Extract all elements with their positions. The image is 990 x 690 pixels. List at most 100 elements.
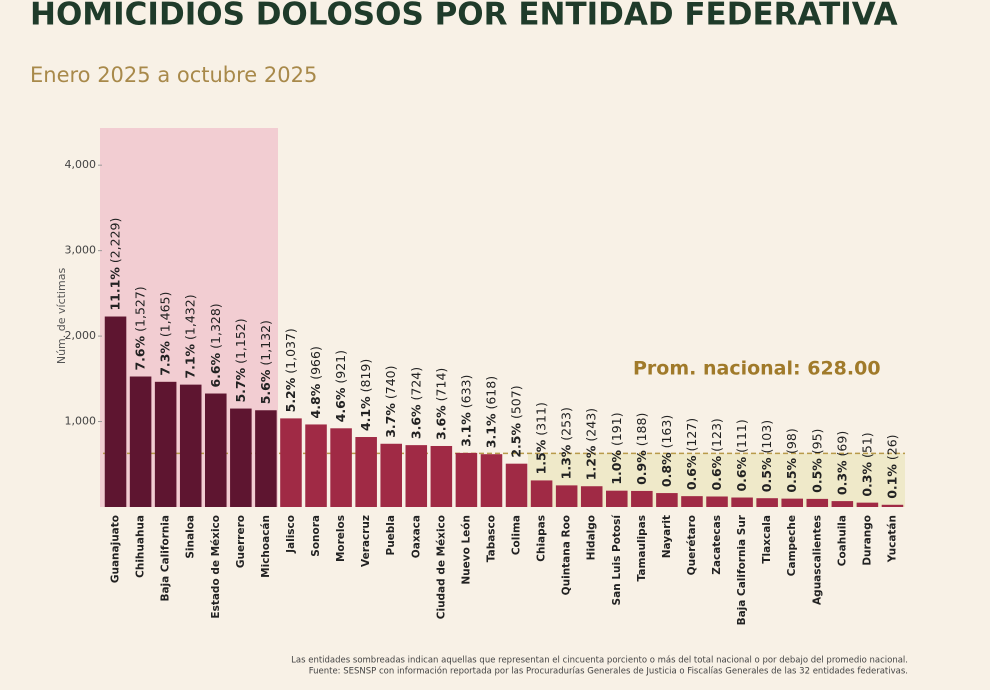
x-tick-label: Yucatán — [886, 515, 898, 563]
data-label: 7.3% (1,465) — [157, 292, 172, 376]
x-tick-label: Michoacán — [260, 515, 272, 578]
value-label: (127) — [683, 418, 698, 452]
bar — [881, 504, 904, 507]
share-label: 4.1% — [358, 396, 373, 431]
bar — [756, 498, 778, 507]
data-label: 3.6% (724) — [408, 367, 423, 439]
x-tick-label: Chihuahua — [135, 515, 147, 578]
value-label: (95) — [809, 429, 824, 455]
footnote: Fuente: SESNSP con información reportada… — [309, 666, 908, 677]
value-label: (51) — [859, 432, 874, 458]
x-tick-label: San Luis Potosí — [611, 514, 623, 606]
share-label: 5.6% — [257, 369, 272, 404]
value-label: (191) — [608, 412, 623, 446]
bar — [806, 498, 829, 507]
share-label: 4.8% — [308, 383, 323, 418]
value-label: (618) — [483, 376, 498, 410]
x-tick-label: Tamaulipas — [636, 515, 648, 581]
y-tick-label: 3,000 — [65, 244, 97, 257]
x-tick-label: Guerrero — [235, 515, 247, 568]
footnote: Las entidades sombreadas indican aquella… — [291, 656, 908, 666]
share-label: 0.9% — [633, 450, 648, 485]
share-label: 0.5% — [809, 458, 824, 493]
data-label: 3.7% (740) — [383, 365, 398, 437]
value-label: (123) — [709, 418, 724, 452]
bar — [205, 393, 227, 507]
share-label: 0.8% — [658, 452, 673, 487]
bar — [706, 496, 728, 507]
bar — [731, 497, 753, 507]
data-label: 0.5% (98) — [784, 428, 799, 492]
x-tick-label: Baja California Sur — [736, 514, 748, 625]
value-label: (724) — [408, 367, 423, 401]
value-label: (98) — [784, 428, 799, 454]
data-label: 0.9% (188) — [633, 413, 648, 485]
value-label: (163) — [658, 415, 673, 449]
value-label: (103) — [759, 420, 774, 454]
bar — [455, 452, 478, 507]
share-label: 0.1% — [884, 464, 899, 499]
value-label: (507) — [508, 385, 523, 419]
x-tick-label: Durango — [861, 515, 873, 566]
data-label: 3.1% (633) — [458, 375, 473, 447]
bar — [305, 424, 327, 507]
bar — [631, 490, 653, 507]
x-tick-label: Ciudad de México — [435, 515, 447, 619]
data-label: 5.6% (1,132) — [257, 320, 272, 404]
share-label: 3.1% — [483, 413, 498, 448]
y-axis-label: Núm. de víctimas — [55, 268, 68, 365]
bar — [781, 498, 803, 507]
value-label: (740) — [383, 365, 398, 399]
x-tick-label: Tlaxcala — [761, 515, 773, 564]
value-label: (243) — [583, 408, 598, 442]
data-label: 3.1% (618) — [483, 376, 498, 448]
value-label: (26) — [884, 434, 899, 460]
data-label: 0.6% (111) — [734, 419, 749, 491]
bar — [230, 408, 252, 507]
share-label: 3.7% — [383, 403, 398, 438]
data-label: 3.6% (714) — [433, 368, 448, 440]
x-tick-label: Chiapas — [536, 515, 548, 562]
share-label: 5.7% — [232, 367, 247, 402]
value-label: (1,132) — [257, 320, 272, 366]
bar — [179, 384, 202, 507]
value-label: (69) — [834, 431, 849, 457]
x-tick-label: Nayarit — [661, 515, 673, 558]
value-label: (253) — [558, 407, 573, 441]
data-label: 7.6% (1,527) — [132, 286, 147, 370]
x-tick-label: Campeche — [786, 515, 798, 576]
x-tick-label: Querétaro — [686, 515, 698, 575]
bar — [430, 445, 453, 507]
value-label: (1,527) — [132, 286, 147, 332]
share-label: 6.6% — [207, 352, 222, 387]
value-label: (819) — [358, 359, 373, 393]
share-label: 3.1% — [458, 412, 473, 447]
share-label: 0.3% — [834, 460, 849, 495]
bar — [681, 496, 703, 507]
bar — [330, 428, 352, 507]
share-label: 3.6% — [408, 404, 423, 439]
data-label: 4.6% (921) — [333, 350, 348, 422]
value-label: (1,328) — [207, 303, 222, 349]
data-label: 1.0% (191) — [608, 412, 623, 484]
share-label: 1.3% — [558, 444, 573, 479]
bar — [831, 501, 854, 507]
bar — [255, 410, 277, 507]
x-tick-label: Hidalgo — [586, 515, 598, 560]
share-label: 7.1% — [182, 343, 197, 378]
share-label: 11.1% — [107, 267, 122, 311]
share-label: 1.2% — [583, 445, 598, 480]
share-label: 4.6% — [333, 387, 348, 422]
x-tick-label: Zacatecas — [711, 515, 723, 575]
data-label: 0.5% (95) — [809, 429, 824, 493]
share-label: 0.5% — [759, 457, 774, 492]
data-label: 6.6% (1,328) — [207, 303, 222, 387]
x-tick-label: Baja California — [160, 515, 172, 602]
y-tick-label: 2,000 — [65, 329, 97, 342]
data-label: 1.3% (253) — [558, 407, 573, 479]
value-label: (111) — [734, 419, 749, 453]
data-label: 1.2% (243) — [583, 408, 598, 480]
bar — [656, 493, 678, 507]
data-label: 11.1% (2,229) — [107, 218, 122, 311]
